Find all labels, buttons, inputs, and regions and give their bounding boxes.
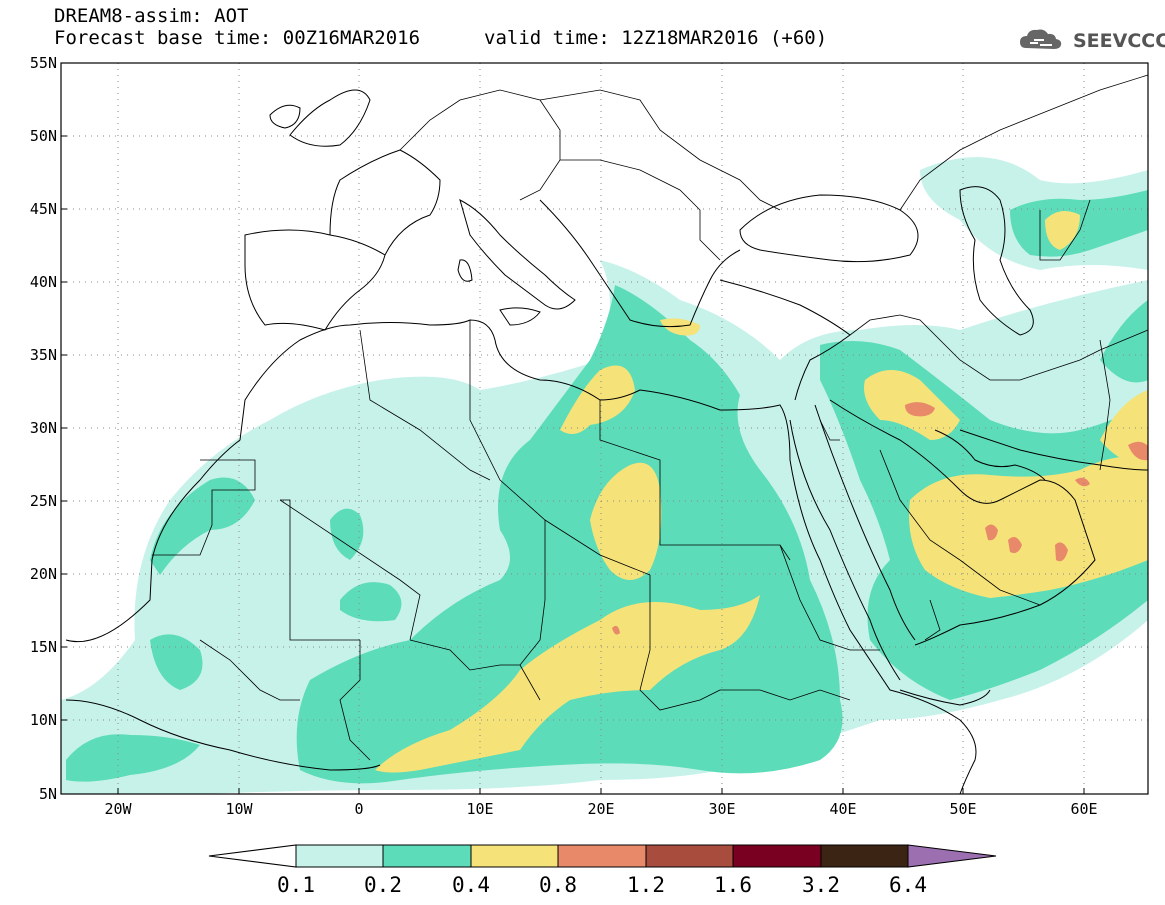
- colorbar-swatch-7: [820, 844, 909, 868]
- lat-label: 15N: [29, 638, 57, 656]
- lat-label: 50N: [29, 127, 57, 145]
- logo-text: SEEVCCC: [1073, 30, 1165, 52]
- lon-label: 0: [354, 800, 364, 818]
- colorbar-swatch-4: [557, 844, 647, 868]
- colorbar-label: 6.4: [889, 873, 927, 897]
- colorbar-label: 1.6: [714, 873, 752, 897]
- colorbar: [208, 844, 997, 868]
- cloud-icon: [1020, 29, 1062, 49]
- lon-label: 20W: [104, 800, 132, 818]
- coastlines: [65, 89, 1148, 794]
- lat-label: 55N: [29, 54, 57, 72]
- valid-time: valid time: 12Z18MAR2016 (+60): [484, 27, 828, 49]
- colorbar-swatch-5: [645, 844, 734, 868]
- lat-label: 10N: [29, 711, 57, 729]
- aot-shade-0.8: [612, 402, 1148, 635]
- colorbar-swatch-1: [295, 844, 384, 868]
- lat-label: 5N: [38, 785, 57, 803]
- colorbar-label: 0.8: [539, 873, 577, 897]
- lat-label: 40N: [29, 273, 57, 291]
- colorbar-swatch-6: [732, 844, 822, 868]
- lon-label: 30E: [708, 800, 736, 818]
- colorbar-above-triangle: [907, 844, 997, 868]
- lon-label: 60E: [1070, 800, 1098, 818]
- lon-label: 10W: [225, 800, 253, 818]
- lon-label: 50E: [949, 800, 977, 818]
- lat-label: 20N: [29, 565, 57, 583]
- colorbar-label: 1.2: [627, 873, 665, 897]
- axis-ticks: [61, 62, 1085, 794]
- colorbar-label: 3.2: [802, 873, 840, 897]
- country-borders: [152, 74, 1148, 761]
- colorbar-label: 0.2: [364, 873, 402, 897]
- lon-label: 10E: [466, 800, 494, 818]
- lat-label: 45N: [29, 200, 57, 218]
- lat-label: 35N: [29, 346, 57, 364]
- colorbar-label: 0.1: [277, 873, 315, 897]
- lon-label: 20E: [587, 800, 615, 818]
- lat-label: 25N: [29, 492, 57, 510]
- colorbar-swatch-3: [470, 844, 559, 868]
- lon-label: 40E: [829, 800, 857, 818]
- map-title: DREAM8-assim: AOT: [54, 5, 249, 27]
- forecast-base-time: Forecast base time: 00Z16MAR2016: [54, 27, 421, 49]
- colorbar-below-triangle: [208, 844, 297, 868]
- lat-label: 30N: [29, 419, 57, 437]
- colorbar-swatch-2: [382, 844, 472, 868]
- colorbar-label: 0.4: [452, 873, 490, 897]
